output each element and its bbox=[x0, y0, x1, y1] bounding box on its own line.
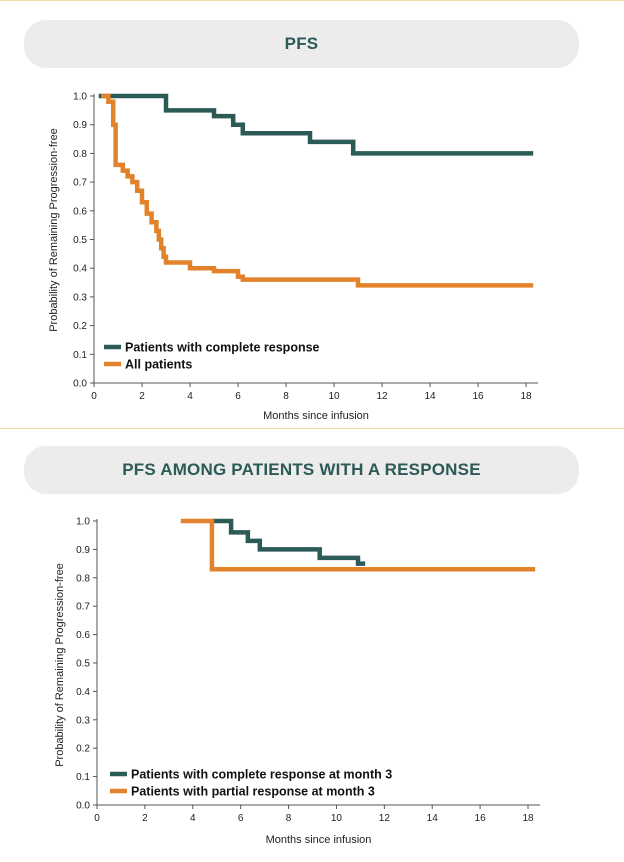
y-tick-label: 0.6 bbox=[73, 206, 87, 217]
x-tick-label: 14 bbox=[424, 391, 436, 402]
x-axis-label: Months since infusion bbox=[266, 834, 372, 846]
series-line-other bbox=[101, 93, 534, 288]
y-tick-label: 0.7 bbox=[73, 178, 87, 189]
y-tick-label: 0.5 bbox=[76, 659, 90, 670]
x-tick-label: 16 bbox=[475, 813, 487, 824]
top-divider bbox=[0, 0, 624, 1]
x-tick-label: 10 bbox=[331, 813, 343, 824]
y-tick-label: 0.9 bbox=[76, 545, 90, 556]
y-tick-label: 1.0 bbox=[76, 517, 90, 528]
x-tick-label: 0 bbox=[91, 391, 97, 402]
x-tick-label: 6 bbox=[238, 813, 244, 824]
pfs-chart: 0.0 0.1 0.2 0.3 0.4 0.5 0.6 0.7 0.8 0.9 1.0 0 2 4 6 8 10… bbox=[48, 92, 538, 422]
axes bbox=[96, 519, 540, 806]
pfs-response-chart: 0.0 0.1 0.2 0.3 0.4 0.5 0.6 0.7 0.8 0.9 1.0 0 2 4 6 8 10… bbox=[54, 517, 540, 846]
chart-1-title: PFS bbox=[24, 20, 579, 68]
y-tick-label: 0.8 bbox=[76, 573, 90, 584]
x-tick-label: 8 bbox=[283, 391, 289, 402]
x-axis-label: Months since infusion bbox=[263, 410, 369, 422]
y-axis-label: Probability of Remaining Progression-fre… bbox=[54, 563, 66, 767]
y-tick-label: 0.0 bbox=[76, 801, 90, 812]
x-tick-label: 2 bbox=[142, 813, 148, 824]
y-tick-label: 0.2 bbox=[76, 744, 90, 755]
x-tick-label: 18 bbox=[520, 391, 532, 402]
x-tick-label: 16 bbox=[472, 391, 484, 402]
y-tick-label: 0.1 bbox=[76, 772, 90, 783]
series-line-other bbox=[180, 518, 536, 572]
x-tick-label: 12 bbox=[376, 391, 388, 402]
y-tick-label: 0.3 bbox=[76, 715, 90, 726]
y-tick-label: 0.1 bbox=[73, 350, 87, 361]
x-tick-label: 4 bbox=[187, 391, 193, 402]
y-tick-label: 1.0 bbox=[73, 92, 87, 103]
series-line-complete bbox=[211, 518, 366, 566]
y-tick-label: 0.3 bbox=[73, 292, 87, 303]
legend-label: Patients with complete response bbox=[125, 341, 320, 355]
y-tick-label: 0.6 bbox=[76, 630, 90, 641]
y-tick-label: 0.0 bbox=[73, 379, 87, 390]
x-tick-label: 10 bbox=[328, 391, 340, 402]
x-tick-label: 0 bbox=[94, 813, 100, 824]
x-tick-label: 6 bbox=[235, 391, 241, 402]
section-divider bbox=[0, 428, 624, 429]
x-tick-label: 4 bbox=[190, 813, 196, 824]
legend-label: Patients with complete response at month… bbox=[131, 768, 392, 782]
y-tick-label: 0.5 bbox=[73, 235, 87, 246]
y-tick-label: 0.4 bbox=[73, 264, 87, 275]
series-line-complete bbox=[98, 93, 534, 156]
y-tick-label: 0.7 bbox=[76, 602, 90, 613]
y-tick-label: 0.4 bbox=[76, 687, 90, 698]
legend-label: Patients with partial response at month … bbox=[131, 785, 375, 799]
chart-2-title: PFS AMONG PATIENTS WITH A RESPONSE bbox=[24, 446, 579, 494]
x-tick-label: 12 bbox=[379, 813, 391, 824]
y-tick-label: 0.9 bbox=[73, 120, 87, 131]
y-axis-label: Probability of Remaining Progression-fre… bbox=[48, 128, 60, 332]
y-tick-label: 0.2 bbox=[73, 321, 87, 332]
y-tick-label: 0.8 bbox=[73, 149, 87, 160]
x-tick-label: 2 bbox=[139, 391, 145, 402]
x-tick-label: 18 bbox=[522, 813, 534, 824]
x-tick-label: 14 bbox=[427, 813, 439, 824]
x-tick-label: 8 bbox=[286, 813, 292, 824]
legend-label: All patients bbox=[125, 358, 192, 372]
